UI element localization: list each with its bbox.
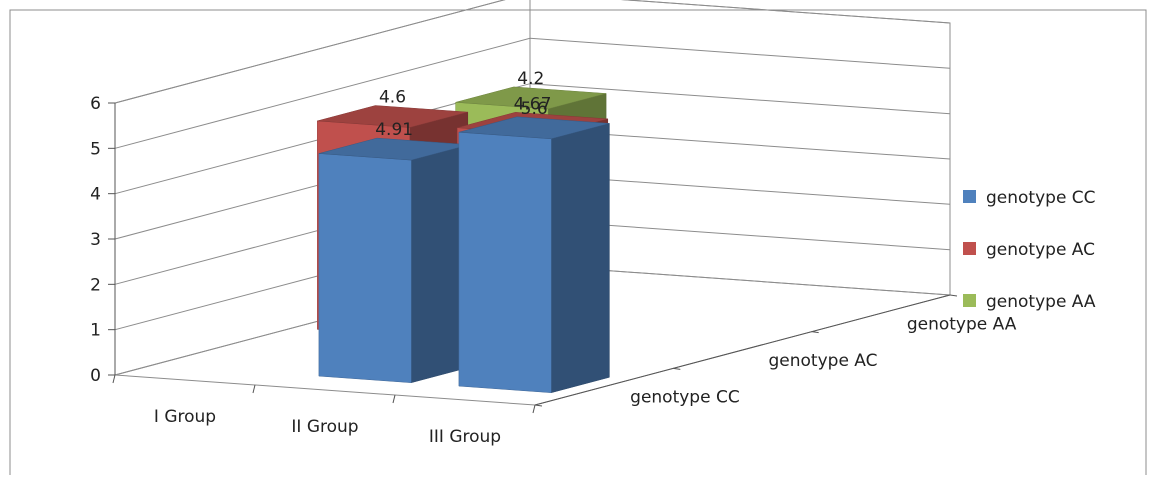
gridline-5 [114, 37, 951, 149]
depth-axis-line [534, 294, 951, 406]
legend-swatch [963, 190, 976, 203]
depth-tick-label-genotype-aa: genotype AA [907, 314, 1017, 334]
legend-item-genotype-ac: genotype AC [963, 240, 1095, 260]
legend-item-genotype-cc: genotype CC [963, 188, 1096, 208]
chart-bars [317, 86, 610, 394]
bar-top-face [458, 116, 610, 140]
depth-tick-mark-0 [534, 404, 543, 407]
legend-swatch [963, 294, 976, 307]
legend-label: genotype AA [986, 292, 1096, 312]
depth-tick-mark-3 [949, 294, 958, 297]
y-tick-label-0: 0 [90, 366, 101, 386]
x-tick-label-ii-group: II Group [291, 417, 358, 437]
data-label-genotype-ac-ii-group: 4.67 [514, 94, 552, 114]
y-tick-label-4: 4 [90, 185, 101, 205]
data-labels: 4.6 4.2 4.91 4.675.6 [375, 69, 551, 140]
y-tick-label-1: 1 [90, 321, 101, 341]
legend-swatch [963, 242, 976, 255]
depth-tick-label-genotype-ac: genotype AC [769, 351, 878, 371]
bar-side-face [551, 123, 610, 394]
x-tick-mark-1 [252, 384, 256, 394]
depth-tick-mark-2 [811, 331, 819, 334]
legend: genotype CC genotype AC genotype AA [963, 188, 1096, 312]
x-tick-mark-3 [532, 404, 536, 414]
x-tick-mark-2 [392, 394, 396, 404]
gridline-6 [114, 0, 951, 104]
x-tick-mark-0 [112, 374, 116, 384]
x-tick-label-iii-group: III Group [429, 427, 501, 447]
y-tick-label-5: 5 [90, 139, 101, 159]
bar-top-face [317, 105, 468, 128]
bar-front-face [318, 153, 412, 383]
y-tick-label-3: 3 [90, 230, 101, 250]
y-axis: 0 1 2 3 4 5 6 [90, 94, 116, 386]
legend-label: genotype AC [986, 240, 1095, 260]
data-label-genotype-cc-iii-group: 5.6 [521, 99, 548, 119]
y-tick-label-6: 6 [90, 94, 101, 114]
y-tick-label-2: 2 [90, 275, 101, 295]
depth-tick-mark-1 [673, 367, 681, 370]
data-label-genotype-aa-i-group: 4.2 [517, 69, 544, 89]
bar-top-face [455, 86, 607, 110]
bar-front-face [458, 131, 552, 393]
gridline-4 [114, 83, 951, 195]
data-label-genotype-cc-ii-group: 4.91 [375, 120, 413, 140]
bar-genotype-cc-ii-group [318, 137, 470, 384]
data-label-genotype-ac-i-group: 4.6 [379, 87, 406, 107]
depth-tick-label-genotype-cc: genotype CC [630, 388, 740, 408]
depth-axis: genotype CC genotype AC genotype AA [534, 294, 1017, 408]
legend-item-genotype-aa: genotype AA [963, 292, 1096, 312]
x-axis: I Group II Group III Group [112, 374, 536, 447]
bar-genotype-cc-iii-group [458, 116, 610, 394]
legend-label: genotype CC [986, 188, 1096, 208]
x-tick-label-i-group: I Group [154, 407, 216, 427]
